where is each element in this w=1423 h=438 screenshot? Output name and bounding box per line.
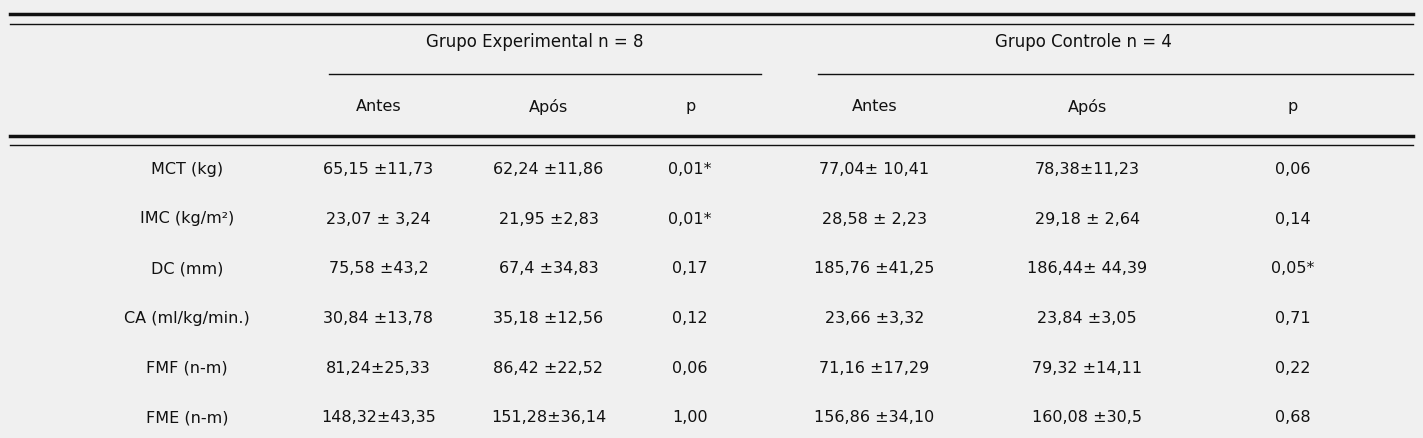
Text: 21,95 ±2,83: 21,95 ±2,83 [498,212,599,226]
Text: 0,68: 0,68 [1275,410,1311,425]
Text: 0,01*: 0,01* [669,212,712,226]
Text: IMC (kg/m²): IMC (kg/m²) [139,212,235,226]
Text: FMF (n-m): FMF (n-m) [147,361,228,376]
Text: Grupo Controle n = 4: Grupo Controle n = 4 [995,33,1173,51]
Text: 78,38±11,23: 78,38±11,23 [1035,162,1140,177]
Text: 67,4 ±34,83: 67,4 ±34,83 [498,261,598,276]
Text: CA (ml/kg/min.): CA (ml/kg/min.) [124,311,250,326]
Text: 148,32±43,35: 148,32±43,35 [322,410,435,425]
Text: 86,42 ±22,52: 86,42 ±22,52 [494,361,603,376]
Text: 28,58 ± 2,23: 28,58 ± 2,23 [822,212,926,226]
Text: 71,16 ±17,29: 71,16 ±17,29 [820,361,929,376]
Text: 75,58 ±43,2: 75,58 ±43,2 [329,261,428,276]
Text: 29,18 ± 2,64: 29,18 ± 2,64 [1035,212,1140,226]
Text: p: p [684,99,696,114]
Text: 0,01*: 0,01* [669,162,712,177]
Text: 23,07 ± 3,24: 23,07 ± 3,24 [326,212,431,226]
Text: 62,24 ±11,86: 62,24 ±11,86 [494,162,603,177]
Text: 0,12: 0,12 [673,311,709,326]
Text: Grupo Experimental n = 8: Grupo Experimental n = 8 [425,33,643,51]
Text: 81,24±25,33: 81,24±25,33 [326,361,431,376]
Text: 1,00: 1,00 [673,410,709,425]
Text: 65,15 ±11,73: 65,15 ±11,73 [323,162,434,177]
Text: DC (mm): DC (mm) [151,261,223,276]
Text: 0,06: 0,06 [1275,162,1311,177]
Text: 23,84 ±3,05: 23,84 ±3,05 [1037,311,1137,326]
Text: 35,18 ±12,56: 35,18 ±12,56 [494,311,603,326]
Text: Antes: Antes [852,99,898,114]
Text: 30,84 ±13,78: 30,84 ±13,78 [323,311,434,326]
Text: 156,86 ±34,10: 156,86 ±34,10 [814,410,935,425]
Text: Após: Após [529,99,568,115]
Text: 79,32 ±14,11: 79,32 ±14,11 [1032,361,1143,376]
Text: 0,06: 0,06 [673,361,709,376]
Text: 0,14: 0,14 [1275,212,1311,226]
Text: MCT (kg): MCT (kg) [151,162,223,177]
Text: 160,08 ±30,5: 160,08 ±30,5 [1032,410,1143,425]
Text: Após: Após [1067,99,1107,115]
Text: 0,05*: 0,05* [1271,261,1315,276]
Text: 0,71: 0,71 [1275,311,1311,326]
Text: p: p [1288,99,1298,114]
Text: Antes: Antes [356,99,401,114]
Text: FME (n-m): FME (n-m) [145,410,228,425]
Text: 0,22: 0,22 [1275,361,1311,376]
Text: 185,76 ±41,25: 185,76 ±41,25 [814,261,935,276]
Text: 186,44± 44,39: 186,44± 44,39 [1027,261,1147,276]
Text: 151,28±36,14: 151,28±36,14 [491,410,606,425]
Text: 77,04± 10,41: 77,04± 10,41 [820,162,929,177]
Text: 0,17: 0,17 [673,261,709,276]
Text: 23,66 ±3,32: 23,66 ±3,32 [825,311,924,326]
